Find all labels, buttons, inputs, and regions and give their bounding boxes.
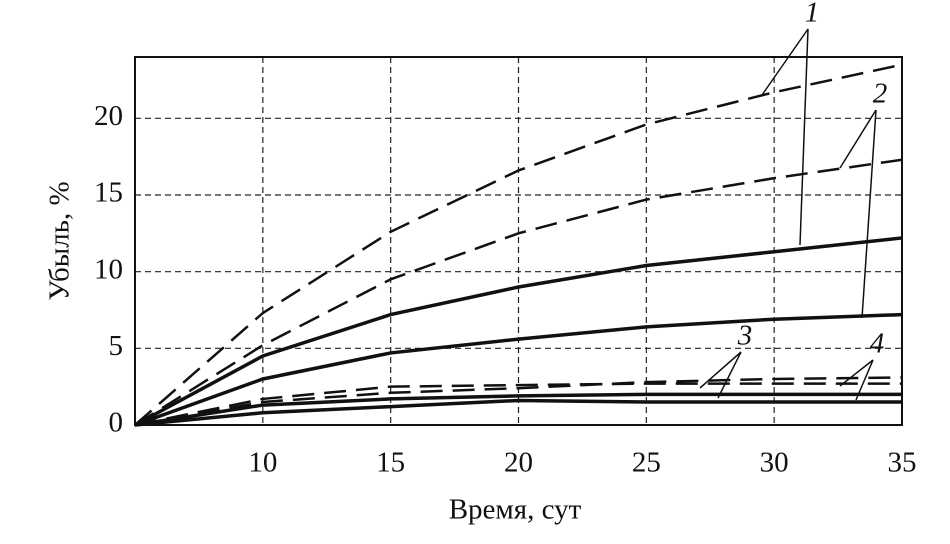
series-line	[134, 382, 902, 427]
x-tick-label: 10	[248, 447, 277, 479]
y-tick-label: 0	[109, 407, 124, 439]
plot-frame	[134, 56, 903, 426]
annotation: 2	[873, 78, 888, 110]
x-tick-label: 20	[504, 447, 533, 479]
x-tick-label: 25	[632, 447, 661, 479]
annotation: 1	[805, 0, 820, 29]
x-axis-label: Время, сут	[449, 494, 582, 526]
leader-line	[717, 351, 742, 399]
series-line	[134, 63, 903, 426]
x-tick-label: 15	[376, 447, 405, 479]
y-tick-label: 10	[94, 253, 123, 285]
annotation: 3	[737, 320, 753, 352]
series-line	[134, 312, 903, 427]
x-tick-label: 35	[888, 447, 917, 479]
leader-line	[839, 359, 874, 387]
leader-line	[855, 359, 874, 401]
series-line	[134, 236, 903, 427]
series-line	[134, 376, 903, 427]
y-axis-label: Убыль, %	[44, 181, 76, 300]
leader-line	[761, 28, 809, 96]
leader-line	[839, 109, 877, 169]
leader-line	[699, 351, 742, 389]
y-tick-label: 15	[94, 177, 123, 209]
leader-line	[861, 109, 877, 319]
y-tick-label: 20	[94, 100, 123, 132]
series-line	[134, 158, 903, 427]
series-line	[134, 398, 902, 427]
leader-line	[799, 28, 809, 246]
series-line	[134, 392, 902, 427]
y-tick-label: 5	[109, 330, 124, 362]
annotation: 4	[870, 328, 885, 360]
x-tick-label: 30	[760, 447, 789, 479]
